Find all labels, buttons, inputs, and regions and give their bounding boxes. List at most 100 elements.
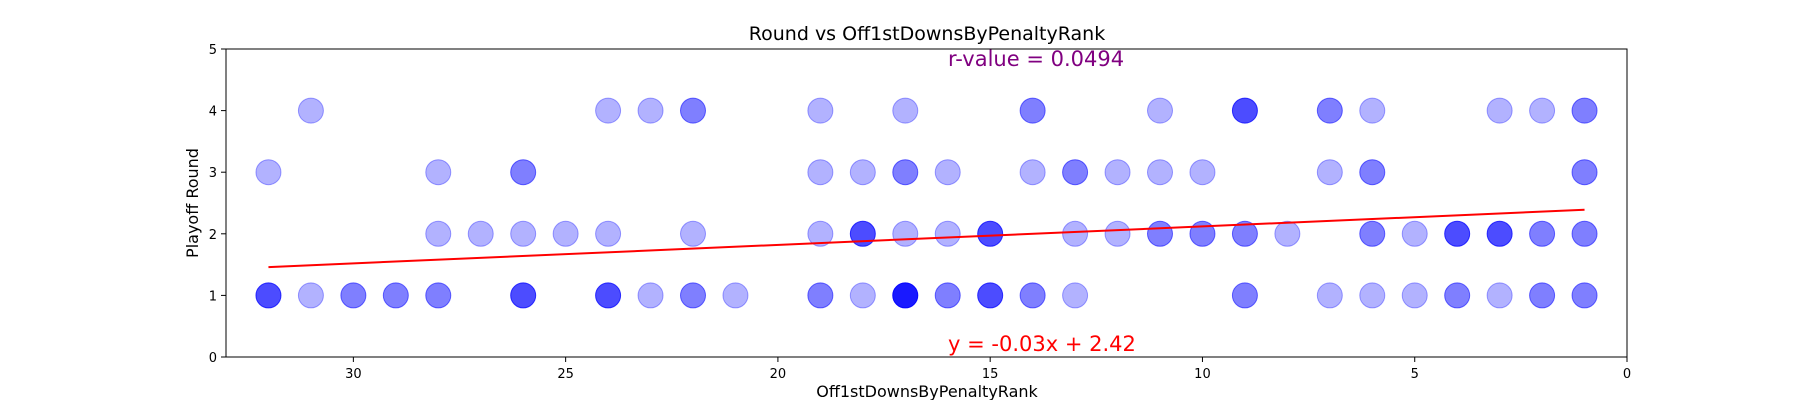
scatter-point	[510, 282, 537, 309]
scatter-point	[1062, 282, 1089, 309]
scatter-point	[1231, 282, 1258, 309]
scatter-point	[892, 97, 919, 124]
scatter-point	[1359, 97, 1386, 124]
scatter-point	[510, 159, 537, 186]
scatter-point	[892, 159, 919, 186]
y-axis-ticks: 0 1 2 3 4 5	[209, 43, 226, 366]
x-tick-label: 15	[982, 367, 999, 382]
scatter-point	[1104, 159, 1131, 186]
scatter-point	[595, 220, 622, 247]
scatter-point	[1571, 282, 1598, 309]
scatter-point	[297, 97, 324, 124]
scatter-point	[892, 282, 919, 309]
scatter-point	[1486, 282, 1513, 309]
scatter-point	[1444, 220, 1471, 247]
x-tick-label: 0	[1623, 367, 1631, 382]
r-value-annotation: r-value = 0.0494	[948, 47, 1124, 71]
scatter-point	[1147, 97, 1173, 124]
scatter-point	[255, 282, 282, 309]
trend-layer	[268, 208, 1585, 269]
scatter-point	[1062, 220, 1089, 247]
x-tick-label: 20	[770, 367, 787, 382]
y-tick-label: 0	[209, 351, 217, 366]
scatter-point	[1359, 220, 1386, 247]
x-tick-label: 25	[557, 367, 574, 382]
scatter-point	[467, 220, 494, 247]
scatter-point	[1529, 282, 1556, 309]
scatter-point	[637, 97, 664, 124]
y-tick-label: 1	[209, 289, 217, 304]
x-tick-label: 30	[345, 367, 362, 382]
scatter-point	[1401, 282, 1428, 309]
scatter-point	[340, 282, 367, 309]
scatter-point	[934, 282, 961, 309]
scatter-point	[1401, 220, 1428, 247]
scatter-point	[807, 97, 834, 124]
scatter-point	[1019, 282, 1046, 309]
scatter-point	[1147, 220, 1173, 247]
x-axis-ticks: 30 25 20 15 10 5 0	[345, 357, 1631, 382]
scatter-point	[722, 282, 749, 309]
plot-frame	[225, 48, 1628, 358]
scatter-point	[595, 97, 622, 124]
scatter-point	[425, 282, 452, 309]
scatter-point	[382, 282, 409, 309]
scatter-point	[680, 282, 706, 309]
scatter-point	[552, 220, 579, 247]
scatter-point	[977, 220, 1004, 247]
scatter-point	[1444, 282, 1471, 309]
scatter-point	[1571, 159, 1598, 186]
x-tick-label: 5	[1411, 367, 1419, 382]
y-axis-label: Playoff Round	[183, 148, 202, 258]
scatter-point	[297, 282, 324, 309]
scatter-point	[1316, 282, 1343, 309]
y-tick-label: 4	[209, 105, 217, 120]
scatter-point	[425, 159, 452, 186]
scatter-point	[1486, 97, 1513, 124]
x-tick-label: 10	[1194, 367, 1211, 382]
scatter-point	[1359, 159, 1386, 186]
scatter-point	[1231, 97, 1258, 124]
scatter-point	[807, 159, 834, 186]
chart-title: Round vs Off1stDownsByPenaltyRank	[749, 23, 1105, 45]
scatter-point	[425, 220, 452, 247]
scatter-point	[807, 282, 834, 309]
scatter-point	[680, 97, 706, 124]
scatter-point	[934, 220, 961, 247]
scatter-point	[977, 282, 1004, 309]
scatter-point	[1486, 220, 1513, 247]
scatter-point	[934, 159, 961, 186]
scatter-point	[1231, 220, 1258, 247]
scatter-point	[595, 282, 622, 309]
scatter-point	[892, 220, 919, 247]
equation-annotation: y = -0.03x + 2.42	[948, 332, 1136, 356]
scatter-point	[849, 282, 876, 309]
scatter-point	[1189, 159, 1216, 186]
scatter-point	[1019, 97, 1046, 124]
scatter-point	[510, 220, 537, 247]
y-tick-label: 5	[209, 43, 217, 58]
scatter-point	[1104, 220, 1131, 247]
scatter-point	[1529, 97, 1556, 124]
y-tick-label: 2	[209, 228, 217, 243]
y-tick-label: 3	[209, 166, 217, 181]
scatter-point	[680, 220, 706, 247]
scatter-point	[637, 282, 664, 309]
scatter-point	[255, 159, 282, 186]
scatter-point	[1571, 97, 1598, 124]
scatter-point	[1529, 220, 1556, 247]
points-layer	[255, 97, 1598, 309]
scatter-point	[1571, 220, 1598, 247]
scatter-point	[1359, 282, 1386, 309]
scatter-point	[1316, 97, 1343, 124]
trend-line	[268, 208, 1585, 269]
scatter-point	[1147, 159, 1173, 186]
scatter-point	[807, 220, 834, 247]
x-axis-label: Off1stDownsByPenaltyRank	[816, 382, 1038, 400]
scatter-point	[1316, 159, 1343, 186]
scatter-point	[1062, 159, 1089, 186]
scatter-point	[849, 159, 876, 186]
scatter-point	[1274, 220, 1301, 247]
scatter-point	[1019, 159, 1046, 186]
